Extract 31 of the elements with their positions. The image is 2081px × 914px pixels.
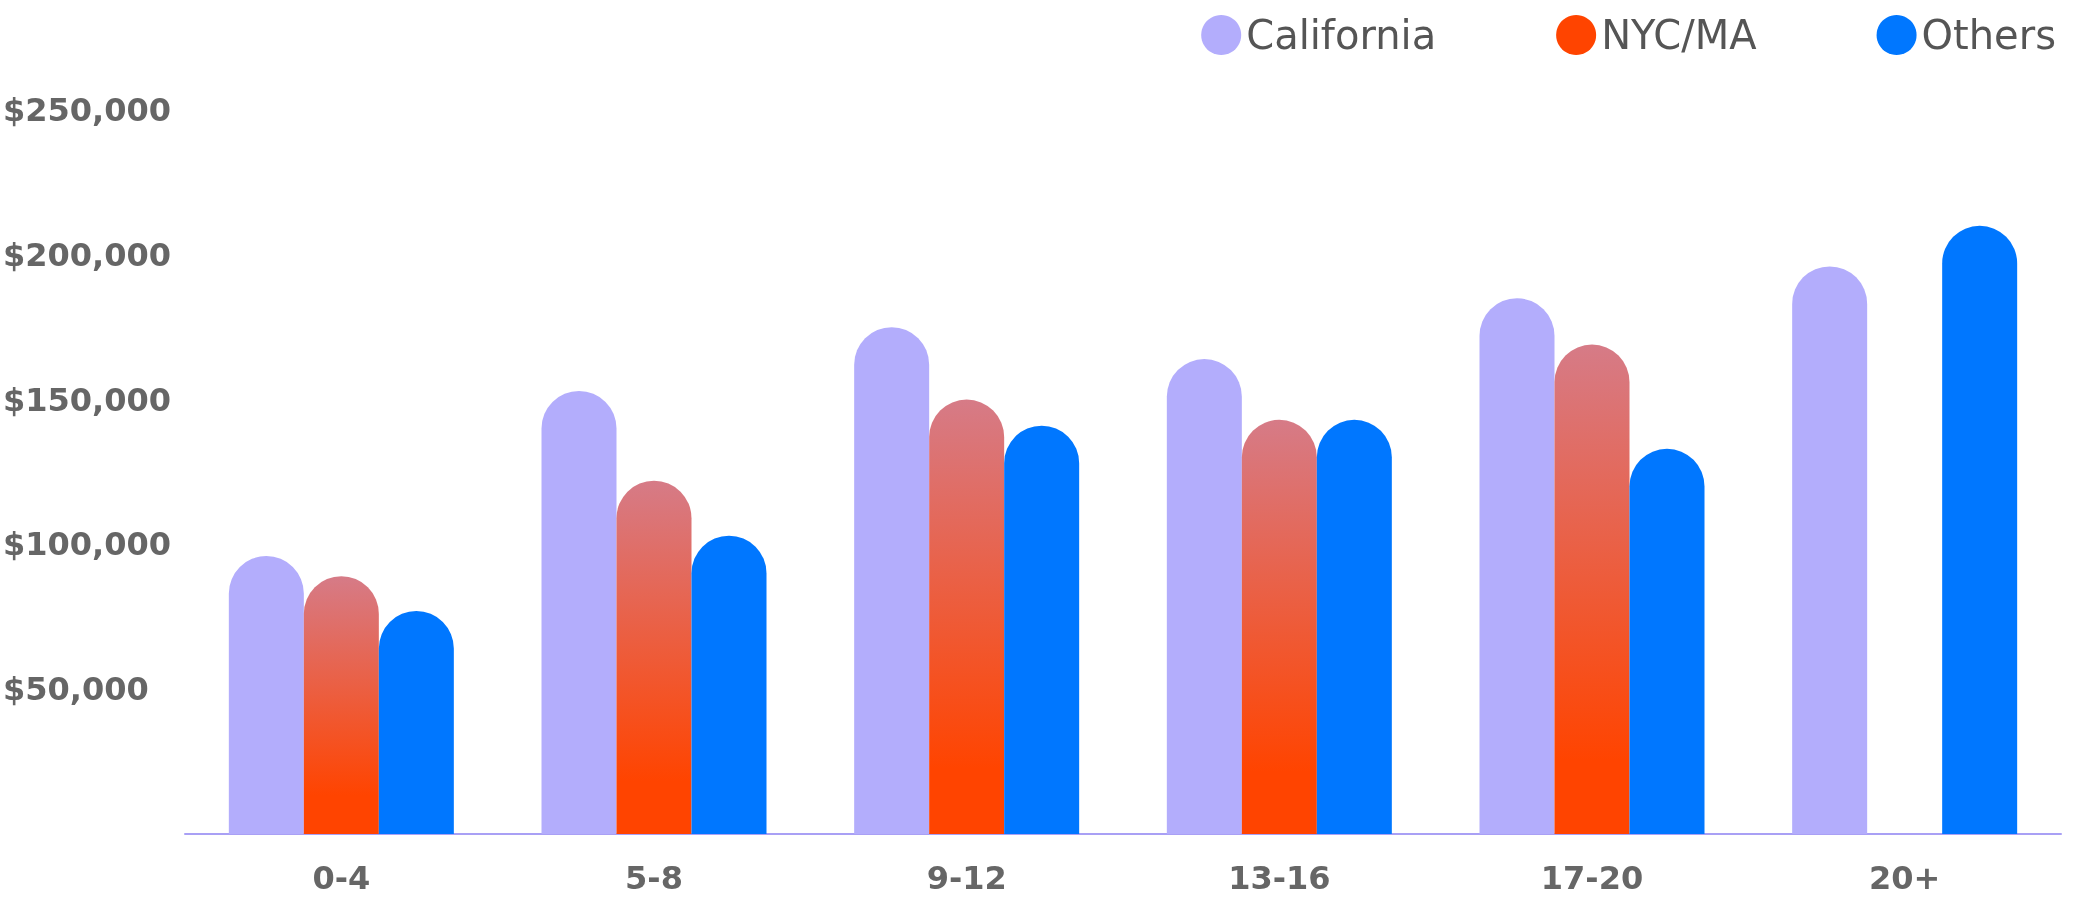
bar (1316, 419, 1392, 834)
bar (1166, 359, 1242, 834)
x-tick-label: 9-12 (926, 859, 1007, 897)
legend-label: Others (1921, 12, 2057, 58)
bar (1554, 344, 1630, 834)
bar (1792, 266, 1868, 834)
bar (228, 555, 304, 834)
bar (1629, 448, 1705, 834)
bar (541, 390, 617, 834)
y-tick-label: $100,000 (3, 525, 172, 564)
legend-label: California (1246, 12, 1437, 58)
x-tick-label: 17-20 (1540, 859, 1644, 897)
bar (1479, 298, 1555, 834)
x-tick-label: 13-16 (1228, 859, 1331, 897)
x-tick-label: 5-8 (625, 859, 683, 897)
bar (1241, 419, 1317, 834)
y-tick-label: $200,000 (3, 235, 172, 274)
y-tick-label: $50,000 (3, 670, 149, 709)
bar (691, 535, 767, 834)
bar (1004, 425, 1080, 834)
y-tick-label: $150,000 (3, 380, 172, 419)
legend-label: NYC/MA (1601, 12, 1758, 58)
bar (929, 399, 1005, 834)
bar (616, 480, 692, 834)
x-tick-label: 0-4 (312, 859, 371, 897)
bar (303, 576, 379, 834)
y-tick-label: $250,000 (3, 91, 172, 129)
bar (1942, 225, 2018, 834)
x-tick-label: 20+ (1868, 859, 1941, 897)
bar (854, 327, 930, 834)
bar (378, 611, 454, 834)
